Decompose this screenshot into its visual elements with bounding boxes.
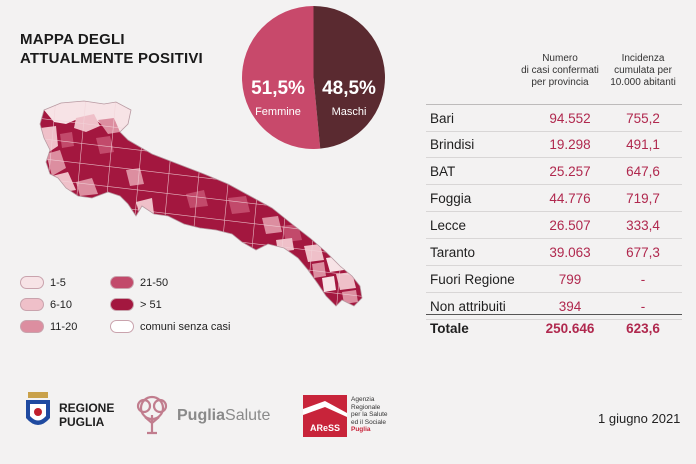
table-total-row: Totale 250.646 623,6 (426, 314, 682, 341)
total-incidence: 623,6 (626, 321, 660, 336)
table-row: Taranto 39.063 677,3 (426, 239, 682, 266)
legend-swatch (20, 320, 44, 333)
aress-mark-icon: AReSS (303, 395, 347, 437)
header-incidence: Incidenza cumulata per 10.000 abitanti (600, 53, 686, 89)
province-cases: 39.063 (549, 245, 591, 260)
legend-swatch (110, 298, 134, 311)
header-cases-line: per provincia (531, 77, 589, 88)
province-incidence: 333,4 (626, 218, 660, 233)
table-row: Fuori Regione 799 - (426, 266, 682, 293)
legend-label: 11-20 (50, 320, 78, 333)
legend-label: 21-50 (140, 276, 169, 289)
report-date: 1 giugno 2021 (598, 411, 681, 426)
legend-label: 1-5 (50, 276, 66, 289)
province-incidence: 719,7 (626, 191, 660, 206)
legend-swatch (110, 276, 134, 289)
total-cases: 250.646 (545, 321, 595, 336)
header-incidence-line: 10.000 abitanti (610, 77, 676, 88)
legend-item: 6-10 (20, 298, 72, 311)
aress-text-line: ed il Sociale (351, 418, 387, 426)
gender-pie (242, 6, 385, 149)
total-label: Totale (430, 321, 469, 336)
pie-slice-female (242, 6, 321, 149)
regione-line-1: REGIONE (59, 401, 115, 415)
province-name: BAT (430, 164, 456, 179)
header-cases-line: di casi confermati (521, 65, 599, 76)
female-percent: 51,5% (251, 78, 305, 99)
legend-item: > 51 (110, 298, 162, 311)
male-percent: 48,5% (322, 78, 376, 99)
province-cases: 19.298 (549, 137, 591, 152)
province-cases: 799 (558, 272, 582, 287)
province-name: Taranto (430, 245, 476, 260)
province-cases: 26.507 (549, 218, 591, 233)
province-cases: 394 (558, 299, 582, 314)
province-incidence: 755,2 (626, 111, 660, 126)
province-incidence: - (640, 299, 646, 314)
province-name: Foggia (430, 191, 472, 206)
aress-text-line: Agenzia (351, 396, 375, 403)
header-incidence-line: Incidenza (621, 53, 665, 64)
province-incidence: 647,6 (626, 164, 660, 179)
table-row: Brindisi 19.298 491,1 (426, 131, 682, 158)
legend-item: 1-5 (20, 276, 66, 289)
puglia-salute-logo: PugliaSalute (133, 395, 270, 440)
title-line-2: ATTUALMENTE POSITIVI (20, 50, 203, 67)
aress-logo: AReSS Agenzia Regionale per la Salute ed… (303, 395, 388, 442)
legend-item: 11-20 (20, 320, 77, 333)
table-row: BAT 25.257 647,6 (426, 158, 682, 185)
province-name: Fuori Regione (430, 272, 515, 287)
province-name: Bari (430, 111, 455, 126)
province-incidence: - (640, 272, 646, 287)
regione-puglia-emblem-icon (26, 392, 50, 425)
legend-label: comuni senza casi (140, 320, 231, 333)
legend-item: comuni senza casi (110, 320, 231, 333)
pie-slice-male (313, 6, 385, 149)
title-line-1: MAPPA DEGLI (20, 31, 125, 48)
pugliasalute-text-b: Salute (225, 407, 271, 424)
province-cases: 94.552 (549, 111, 591, 126)
legend-swatch (110, 320, 134, 333)
legend-label: > 51 (140, 298, 162, 311)
table-row: Non attribuiti 394 - (426, 293, 682, 320)
legend-item: 21-50 (110, 276, 168, 289)
table-row: Lecce 26.507 333,4 (426, 212, 682, 239)
regione-puglia-logo: REGIONE PUGLIA (24, 392, 114, 437)
province-incidence: 677,3 (626, 245, 660, 260)
table-row: Foggia 44.776 719,7 (426, 185, 682, 212)
tree-icon (136, 395, 168, 435)
aress-text-line: Puglia (351, 426, 371, 433)
pugliasalute-text-a: Puglia (177, 407, 226, 424)
page-title: MAPPA DEGLI ATTUALMENTE POSITIVI (20, 30, 203, 68)
header-incidence-line: cumulata per (614, 65, 672, 76)
table-row: Bari 94.552 755,2 (426, 104, 682, 132)
header-cases-line: Numero (542, 53, 578, 64)
male-label: Maschi (331, 106, 367, 118)
aress-text-line: per la Salute (351, 411, 388, 418)
legend-swatch (20, 298, 44, 311)
female-label: Femmine (255, 106, 301, 118)
legend-label: 6-10 (50, 298, 73, 311)
province-cases: 44.776 (549, 191, 591, 206)
province-incidence: 491,1 (626, 137, 660, 152)
province-cases: 25.257 (549, 164, 591, 179)
province-name: Non attribuiti (430, 299, 506, 314)
regione-line-2: PUGLIA (59, 415, 105, 429)
aress-text-line: Regionale (351, 403, 381, 411)
aress-mark-text: AReSS (310, 423, 340, 433)
male-label-group: 48,5% Maschi (314, 78, 384, 118)
header-cases: Numero di casi confermati per provincia (500, 53, 620, 89)
legend-swatch (20, 276, 44, 289)
province-name: Lecce (430, 218, 467, 233)
province-name: Brindisi (430, 137, 475, 152)
female-label-group: 51,5% Femmine (244, 78, 312, 118)
